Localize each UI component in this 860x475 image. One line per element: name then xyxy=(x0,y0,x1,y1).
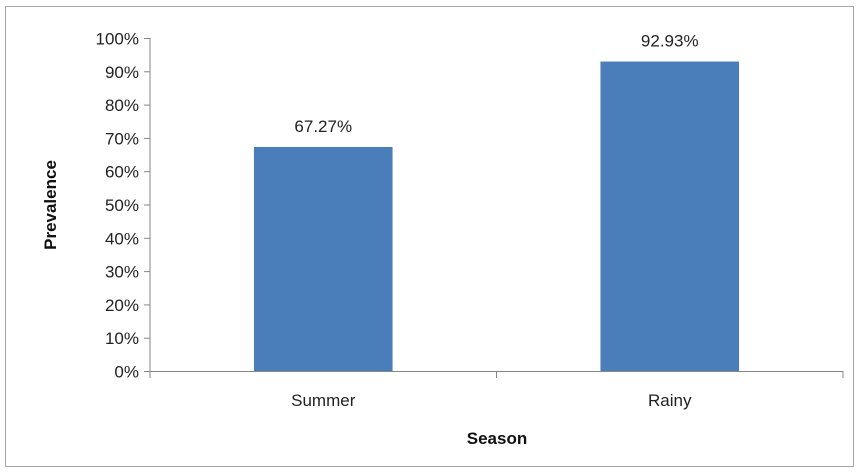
x-tick-label-summer: Summer xyxy=(291,391,356,410)
bars xyxy=(254,62,739,371)
y-tick-label: 10% xyxy=(105,329,139,348)
y-tick-label: 20% xyxy=(105,296,139,315)
data-label-summer: 67.27% xyxy=(294,117,352,136)
bar-summer xyxy=(254,147,393,371)
y-axis-title: Prevalence xyxy=(41,160,60,250)
data-label-rainy: 92.93% xyxy=(641,32,699,51)
y-tick-label: 0% xyxy=(114,363,139,382)
y-tick-label: 70% xyxy=(105,129,139,148)
y-tick-label: 90% xyxy=(105,63,139,82)
bar-rainy xyxy=(600,62,739,371)
y-tick-label: 60% xyxy=(105,163,139,182)
y-tick-label: 80% xyxy=(105,96,139,115)
y-axis: 0% 10% 20% 30% 40% 50% 60% 70% 80% 90% 100% xyxy=(96,30,150,382)
y-tick-label: 30% xyxy=(105,263,139,282)
x-tick-label-rainy: Rainy xyxy=(648,391,692,410)
y-tick-label: 50% xyxy=(105,196,139,215)
x-axis: Summer Rainy xyxy=(150,371,843,410)
y-tick-label: 40% xyxy=(105,229,139,248)
y-tick-label: 100% xyxy=(96,30,139,49)
x-axis-title: Season xyxy=(467,429,527,448)
